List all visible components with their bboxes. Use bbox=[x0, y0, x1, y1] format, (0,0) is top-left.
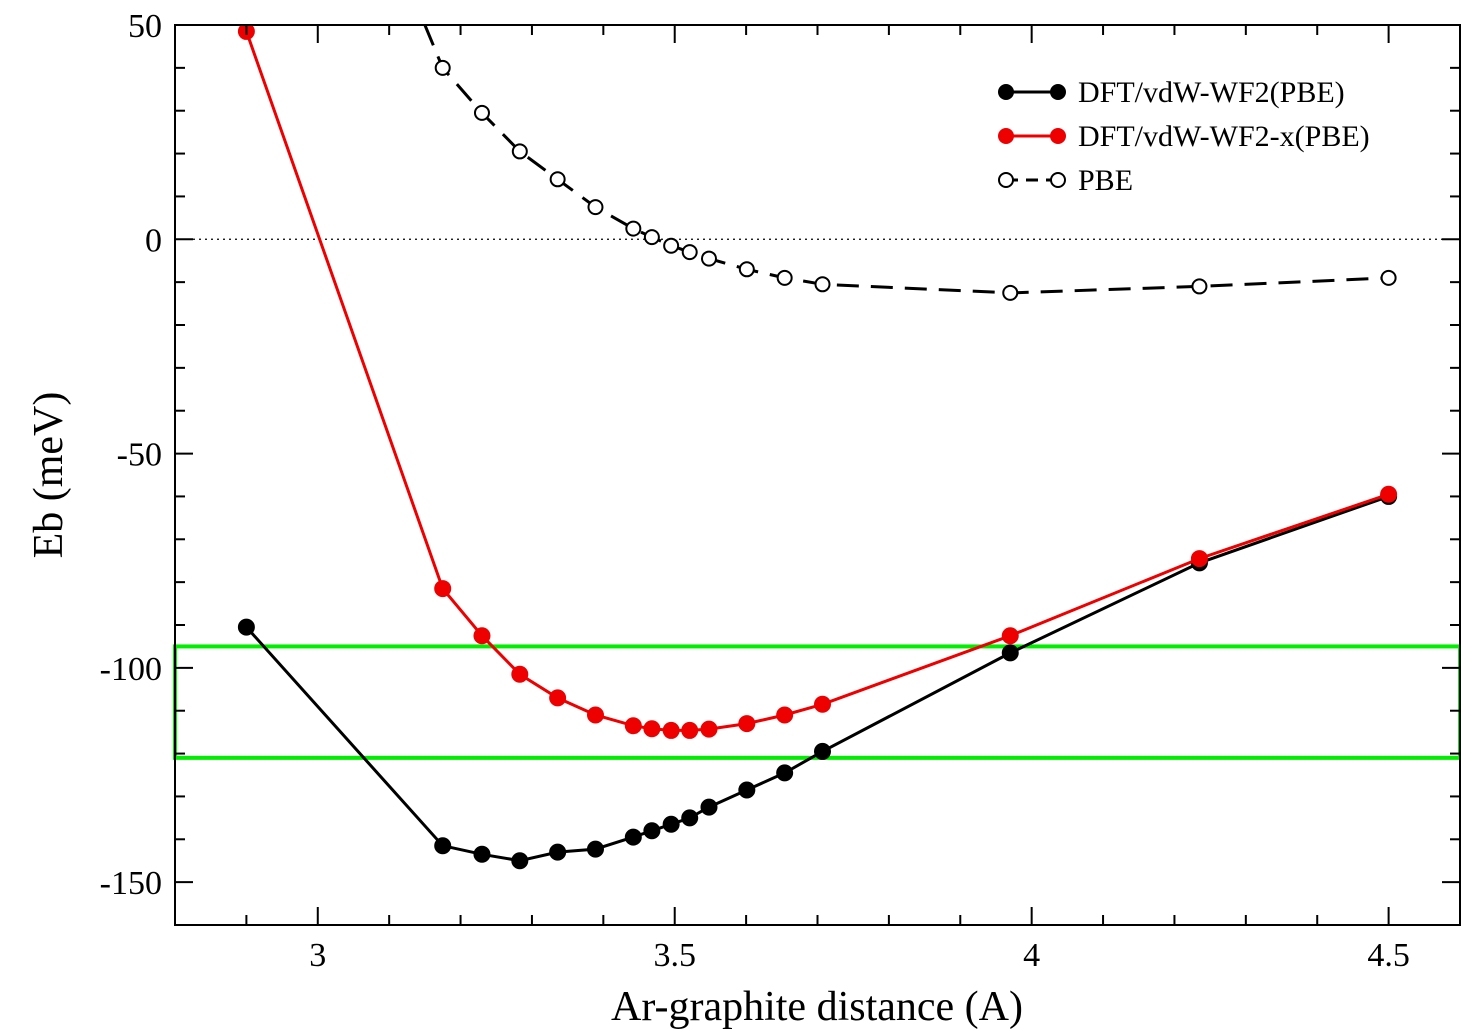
data-point bbox=[700, 250, 717, 267]
data-point bbox=[700, 720, 718, 738]
legend-marker bbox=[1050, 84, 1066, 100]
data-point bbox=[1001, 644, 1019, 662]
data-point bbox=[643, 822, 661, 840]
tick-layer bbox=[175, 24, 1460, 925]
data-point bbox=[681, 244, 698, 261]
legend-marker bbox=[998, 128, 1014, 144]
data-point bbox=[237, 618, 255, 636]
legend-item: DFT/vdW-WF2-x(PBE) bbox=[998, 120, 1370, 153]
data-point bbox=[473, 845, 491, 863]
data-point bbox=[549, 689, 567, 707]
legend-marker bbox=[1050, 128, 1066, 144]
data-point bbox=[434, 837, 452, 855]
data-point bbox=[1380, 485, 1398, 503]
data-point bbox=[1190, 550, 1208, 568]
x-tick-label: 3 bbox=[309, 937, 326, 974]
x-axis-title: Ar-graphite distance (A) bbox=[611, 984, 1023, 1030]
legend-item: DFT/vdW-WF2(PBE) bbox=[998, 76, 1345, 109]
data-point bbox=[738, 261, 755, 278]
series-3 bbox=[423, 25, 1397, 301]
data-point bbox=[624, 717, 642, 735]
data-point bbox=[813, 695, 831, 713]
data-point bbox=[549, 171, 566, 188]
series-1 bbox=[237, 487, 1398, 870]
y-tick-label: -150 bbox=[100, 865, 162, 902]
series-2 bbox=[237, 25, 1398, 739]
data-point bbox=[814, 276, 831, 293]
legend-label: DFT/vdW-WF2(PBE) bbox=[1078, 76, 1345, 109]
legend-label: PBE bbox=[1078, 164, 1133, 197]
x-tick-label: 4.5 bbox=[1367, 937, 1410, 974]
data-point bbox=[511, 852, 529, 870]
data-point bbox=[625, 220, 642, 237]
data-point bbox=[776, 269, 793, 286]
plot-frame bbox=[174, 24, 1461, 926]
data-point bbox=[434, 59, 451, 76]
series-line bbox=[423, 25, 1389, 295]
data-point bbox=[473, 627, 491, 645]
legend-item: PBE bbox=[998, 164, 1133, 197]
data-point bbox=[681, 721, 699, 739]
y-tick-label: -100 bbox=[100, 651, 162, 688]
data-point bbox=[700, 798, 718, 816]
data-point bbox=[738, 781, 756, 799]
legend-marker bbox=[998, 84, 1014, 100]
x-tick-label: 4 bbox=[1023, 937, 1040, 974]
legend-label: DFT/vdW-WF2-x(PBE) bbox=[1078, 120, 1370, 153]
data-point bbox=[511, 665, 529, 683]
data-point bbox=[1002, 284, 1019, 301]
data-point bbox=[738, 715, 756, 733]
data-point bbox=[1191, 278, 1208, 295]
data-point bbox=[549, 843, 567, 861]
data-point bbox=[662, 815, 680, 833]
y-tick-label: 0 bbox=[145, 222, 162, 259]
series-layer bbox=[237, 25, 1398, 870]
data-point bbox=[1001, 627, 1019, 645]
data-point bbox=[643, 720, 661, 738]
data-point bbox=[586, 840, 604, 858]
data-point bbox=[1380, 269, 1397, 286]
data-point bbox=[434, 580, 452, 598]
data-point bbox=[587, 199, 604, 216]
legend-marker bbox=[1050, 172, 1066, 188]
data-point bbox=[662, 721, 680, 739]
y-axis-title: Eb (meV) bbox=[26, 392, 72, 559]
data-point bbox=[643, 229, 660, 246]
data-point bbox=[813, 742, 831, 760]
data-point bbox=[511, 143, 528, 160]
data-point bbox=[473, 104, 490, 121]
data-point bbox=[681, 809, 699, 827]
data-point bbox=[776, 706, 794, 724]
x-tick-label: 3.5 bbox=[653, 937, 696, 974]
data-point bbox=[624, 828, 642, 846]
legend: DFT/vdW-WF2(PBE) DFT/vdW-WF2-x(PBE) PBE bbox=[998, 76, 1370, 197]
y-tick-label: -50 bbox=[117, 437, 162, 474]
data-point bbox=[586, 706, 604, 724]
legend-marker bbox=[998, 172, 1014, 188]
data-point bbox=[776, 764, 794, 782]
tick-label-layer: 3 3.5 4 4.5 -150 -100 -50 0 50 bbox=[100, 8, 1410, 974]
y-tick-label: 50 bbox=[128, 8, 162, 45]
data-point bbox=[663, 237, 680, 254]
